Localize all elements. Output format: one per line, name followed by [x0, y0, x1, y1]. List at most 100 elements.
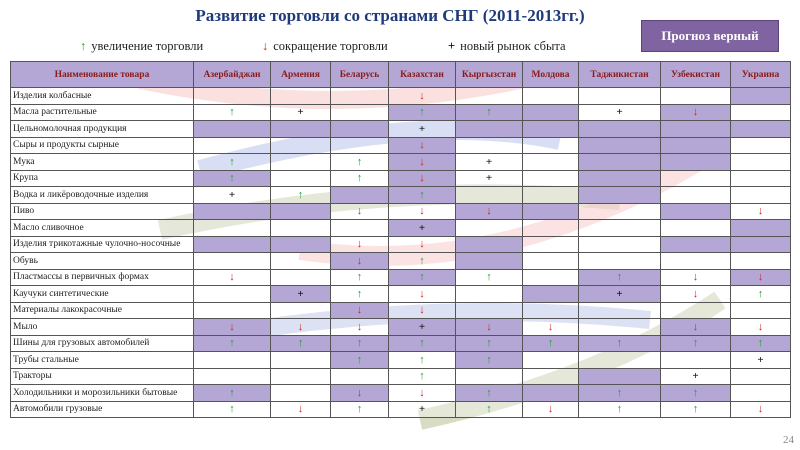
column-header: Молдова	[522, 61, 579, 88]
trade-cell: ↑	[330, 351, 389, 369]
trade-cell	[330, 120, 389, 138]
trade-cell	[578, 318, 661, 336]
trade-cell	[660, 186, 731, 204]
trade-cell: ↑	[330, 153, 389, 171]
trade-cell	[455, 186, 523, 204]
trade-cell	[522, 186, 579, 204]
trade-cell	[270, 384, 331, 402]
table-body: Изделия колбасные ↓ Масла растительные ↑ + ↑ ↑…	[10, 87, 791, 418]
product-name: Изделия трикотажные чулочно-носочные	[10, 235, 194, 253]
product-name: Пиво	[10, 202, 194, 220]
trade-cell: +	[578, 103, 661, 121]
trade-cell: +	[388, 120, 456, 138]
trade-cell	[522, 384, 579, 402]
trade-cell	[455, 285, 523, 303]
trade-cell: ↑	[330, 169, 389, 187]
trade-cell: ↑	[193, 334, 271, 352]
trade-cell: ↓	[730, 318, 791, 336]
product-name: Крупа	[10, 169, 194, 187]
trade-cell: ↓	[455, 318, 523, 336]
trade-cell: ↑	[388, 268, 456, 286]
trade-cell	[455, 219, 523, 237]
trade-cell	[522, 153, 579, 171]
trade-cell	[660, 301, 731, 319]
trade-cell	[730, 219, 791, 237]
trade-cell: ↓	[388, 285, 456, 303]
trade-cell	[330, 87, 389, 105]
trade-cell	[193, 136, 271, 154]
trade-cell: ↑	[330, 400, 389, 418]
trade-cell: ↑	[455, 351, 523, 369]
trade-cell: ↑	[455, 103, 523, 121]
column-header: Украина	[730, 61, 791, 88]
product-name: Трубы стальные	[10, 351, 194, 369]
trade-cell	[578, 235, 661, 253]
product-name: Мыло	[10, 318, 194, 336]
legend-text: новый рынок сбыта	[460, 39, 566, 53]
trade-cell: ↓	[522, 318, 579, 336]
trade-cell: ↑	[578, 400, 661, 418]
trade-cell: ↓	[388, 301, 456, 319]
trade-cell	[660, 351, 731, 369]
trade-cell	[270, 351, 331, 369]
table-row: Каучуки синтетические + ↑ ↓ + ↓ ↑	[10, 285, 791, 303]
trade-cell	[522, 367, 579, 385]
trade-cell	[193, 351, 271, 369]
trade-cell	[455, 87, 523, 105]
trade-cell: ↑	[578, 268, 661, 286]
trade-cell: ↑	[660, 400, 731, 418]
trade-cell	[660, 169, 731, 187]
trade-cell: ↓	[730, 202, 791, 220]
trade-cell: ↓	[330, 235, 389, 253]
trade-cell	[660, 87, 731, 105]
trade-cell: ↑	[660, 384, 731, 402]
product-name: Масло сливочное	[10, 219, 194, 237]
trade-cell: +	[730, 351, 791, 369]
trade-cell	[522, 103, 579, 121]
column-header: Узбекистан	[660, 61, 731, 88]
trade-cell: ↓	[660, 285, 731, 303]
slide-title: Развитие торговли со странами СНГ (2011-…	[195, 6, 585, 25]
trade-cell: ↓	[388, 202, 456, 220]
trade-cell	[522, 169, 579, 187]
trade-cell	[578, 219, 661, 237]
trade-cell	[578, 301, 661, 319]
legend-text: сокращение торговли	[273, 39, 388, 53]
trade-cell	[730, 136, 791, 154]
column-header: Беларусь	[330, 61, 389, 88]
trade-cell	[270, 252, 331, 270]
trade-cell: ↓	[522, 400, 579, 418]
trade-cell: ↓	[388, 384, 456, 402]
trade-cell	[730, 87, 791, 105]
trade-cell	[730, 367, 791, 385]
trade-cell	[270, 219, 331, 237]
table-row: Сыры и продукты сырные ↓	[10, 136, 791, 154]
trade-cell: ↑	[730, 334, 791, 352]
trade-cell	[193, 219, 271, 237]
trade-cell: ↑	[388, 252, 456, 270]
trade-cell	[270, 153, 331, 171]
trade-cell: +	[455, 153, 523, 171]
table-row: Шины для грузовых автомобилей ↑ ↑ ↑ ↑ ↑ ↑ ↑ ↑ ↑	[10, 334, 791, 352]
trade-cell: ↑	[660, 334, 731, 352]
forecast-button[interactable]: Прогноз верный	[641, 20, 779, 52]
trade-cell: +	[388, 318, 456, 336]
trade-cell: ↑	[388, 186, 456, 204]
product-name: Каучуки синтетические	[10, 285, 194, 303]
trade-cell: ↓	[660, 268, 731, 286]
product-name: Шины для грузовых автомобилей	[10, 334, 194, 352]
trade-cell: ↑	[193, 400, 271, 418]
table-row: Пластмассы в первичных формах ↓ ↑ ↑ ↑ ↑ ↓ ↓	[10, 268, 791, 286]
trade-cell	[270, 120, 331, 138]
trade-cell: ↑	[388, 367, 456, 385]
trade-cell	[578, 87, 661, 105]
trade-cell: +	[388, 219, 456, 237]
legend-item: ↓ сокращение торговли	[262, 39, 388, 54]
trade-cell: ↑	[193, 384, 271, 402]
table-row: Мыло ↓ ↓ ↓ + ↓ ↓ ↓ ↓	[10, 318, 791, 336]
table-row: Обувь ↓ ↑	[10, 252, 791, 270]
trade-cell	[522, 285, 579, 303]
trade-cell: ↑	[270, 334, 331, 352]
trade-cell	[730, 103, 791, 121]
trade-cell	[455, 136, 523, 154]
